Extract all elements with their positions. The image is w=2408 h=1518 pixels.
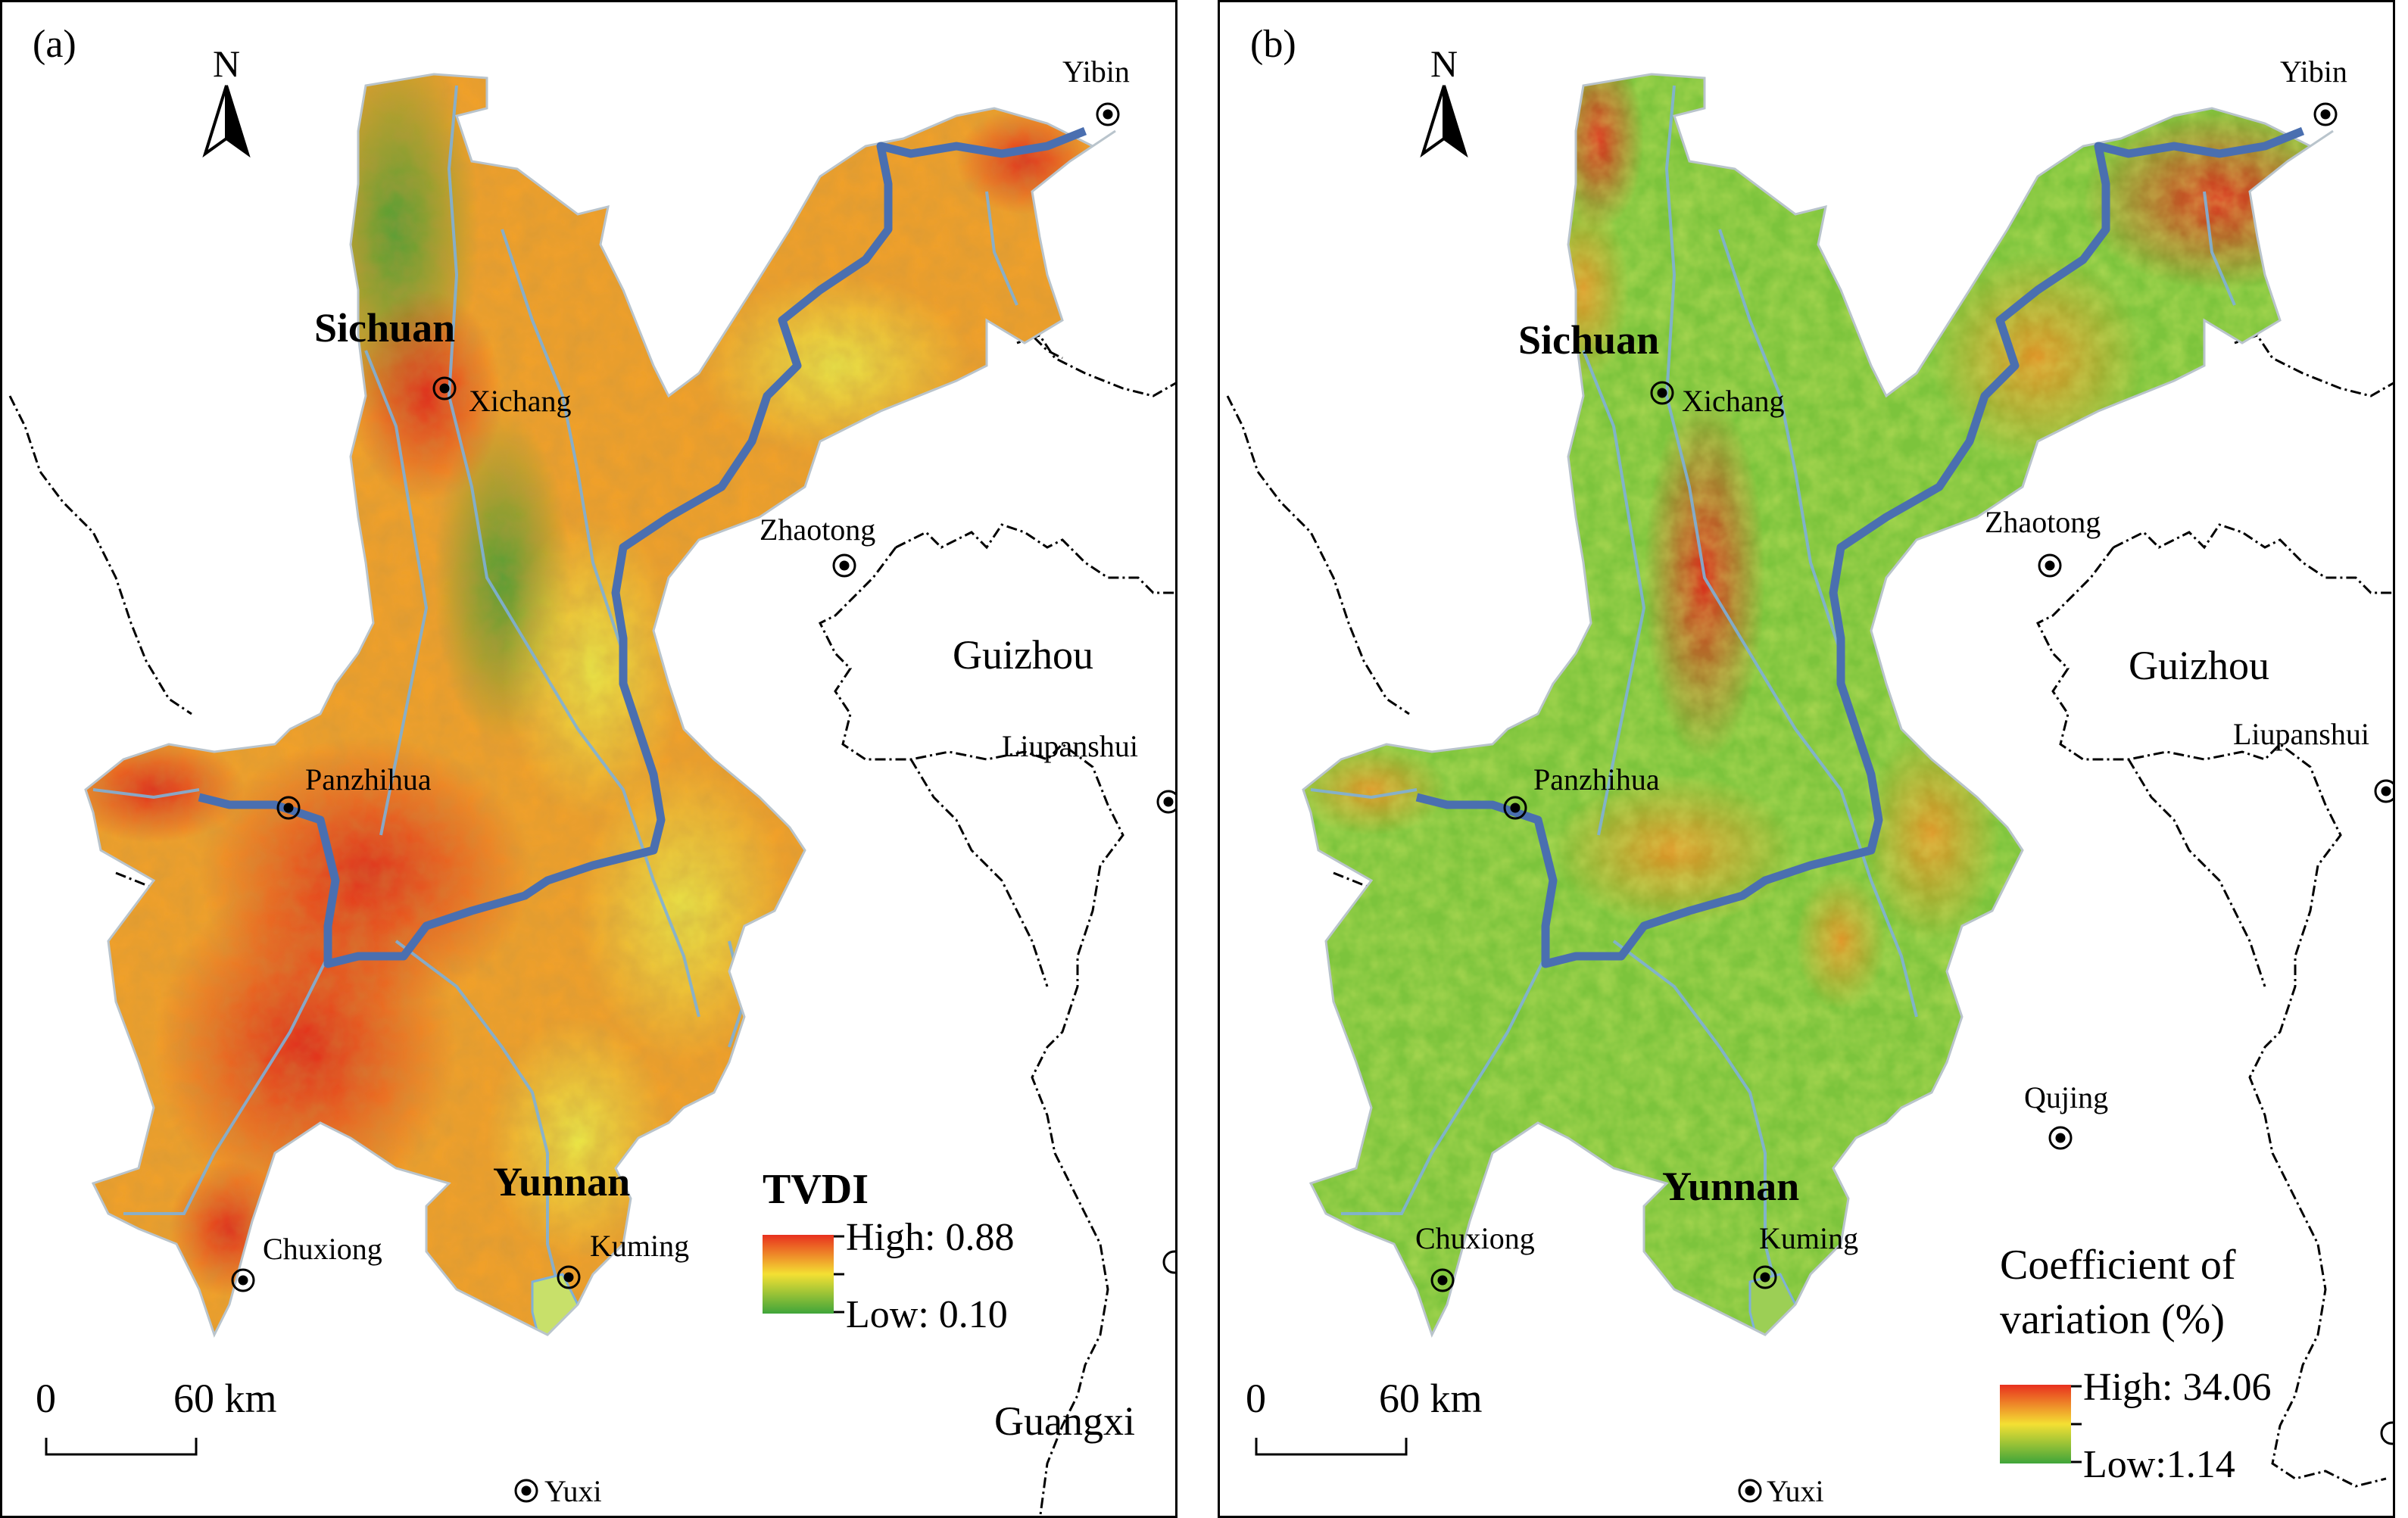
city-label-zhaotong: Zhaotong — [1985, 505, 2101, 539]
north-arrow-icon: N — [1420, 42, 1468, 158]
city-label-xichang: Xichang — [1682, 384, 1785, 418]
city-label-xichang: Xichang — [469, 384, 572, 418]
cv-raster-b — [1303, 74, 2333, 1335]
north-arrow-icon: N — [202, 42, 251, 158]
city-label-yibin: Yibin — [2280, 55, 2347, 89]
city-label-kuming: Kuming — [1759, 1221, 1858, 1255]
scale-zero: 0 — [36, 1376, 56, 1421]
north-label: N — [1430, 42, 1458, 85]
map-canvas-b: (b) N Sichuan Guizhou Yunnan Yibin Xicha… — [1226, 23, 2393, 1508]
legend-b: Coefficient of variation (%) High: 34.06… — [2000, 1242, 2271, 1486]
panel-letter-a: (a) — [33, 23, 76, 66]
legend-low: Low:1.14 — [2083, 1443, 2235, 1486]
panel-letter-b: (b) — [1250, 23, 1296, 66]
province-label-sichuan: Sichuan — [1518, 317, 1659, 363]
province-label-yunnan: Yunnan — [1662, 1164, 1799, 1209]
province-label-guangxi: Guangxi — [994, 1398, 1135, 1444]
legend-title-line2: variation (%) — [2000, 1296, 2225, 1343]
map-panel-b: (b) N Sichuan Guizhou Yunnan Yibin Xicha… — [1218, 0, 2395, 1518]
city-label-chuxiong: Chuxiong — [263, 1232, 382, 1266]
scale-end: 60 km — [1379, 1376, 1483, 1421]
city-label-kuming: Kuming — [590, 1229, 689, 1263]
city-markers-a — [231, 102, 1175, 1503]
city-label-liupanshui: Liupanshui — [2233, 717, 2369, 751]
legend-a: TVDI High: 0.88 Low: 0.10 — [763, 1166, 1014, 1336]
city-label-panzhihua: Panzhihua — [305, 762, 432, 796]
map-panel-a: (a) N Sichuan Guizhou Yunnan Guangxi Yib… — [0, 0, 1177, 1518]
north-label: N — [213, 42, 240, 85]
province-label-guizhou: Guizhou — [953, 632, 1093, 678]
legend-title: TVDI — [763, 1166, 869, 1213]
legend-title-line1: Coefficient of — [2000, 1242, 2236, 1289]
legend-high: High: 34.06 — [2083, 1366, 2271, 1409]
province-label-guizhou: Guizhou — [2129, 643, 2269, 688]
city-label-zhaotong: Zhaotong — [760, 513, 875, 547]
city-label-chuxiong: Chuxiong — [1415, 1221, 1535, 1255]
scale-bar-b: 0 60 km — [1246, 1376, 1483, 1456]
legend-high: High: 0.88 — [846, 1216, 1014, 1259]
legend-low: Low: 0.10 — [846, 1293, 1008, 1336]
city-label-liupanshui: Liupanshui — [1002, 729, 1138, 763]
city-markers-b — [1430, 102, 2393, 1503]
province-label-yunnan: Yunnan — [493, 1159, 630, 1205]
jinsha-river-b — [1415, 126, 2305, 968]
city-label-panzhihua: Panzhihua — [1533, 762, 1660, 796]
province-label-sichuan: Sichuan — [314, 305, 455, 351]
city-label-yuxi: Yuxi — [1767, 1474, 1824, 1508]
scale-end: 60 km — [173, 1376, 277, 1421]
jinsha-river-a — [198, 126, 1087, 968]
city-label-qujing: Qujing — [2024, 1080, 2108, 1114]
map-canvas-a: (a) N Sichuan Guizhou Yunnan Guangxi Yib… — [8, 23, 1175, 1516]
city-label-yuxi: Yuxi — [544, 1474, 602, 1508]
scale-bar-a: 0 60 km — [36, 1376, 277, 1456]
scale-zero: 0 — [1246, 1376, 1266, 1421]
city-label-yibin: Yibin — [1062, 55, 1130, 89]
